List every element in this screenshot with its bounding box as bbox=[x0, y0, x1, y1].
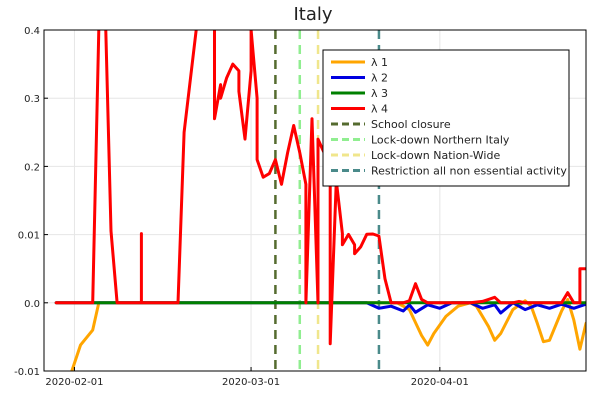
legend: λ 1 λ 2 λ 3 λ 4 School closure Lock-down Nort… bbox=[322, 49, 570, 187]
y-tick-label: 0.0 bbox=[24, 299, 40, 310]
legend-label: λ 4 bbox=[371, 103, 388, 116]
y-tick-label: 0.2 bbox=[24, 162, 40, 173]
x-tick-label: 2020-02-01 bbox=[45, 377, 103, 388]
y-tick-label: 0.3 bbox=[24, 94, 40, 105]
y-tick-label: 0.01 bbox=[18, 231, 40, 242]
chart-title: Italy bbox=[293, 4, 332, 25]
legend-label: λ 3 bbox=[371, 87, 388, 100]
x-tick-label: 2020-03-01 bbox=[222, 377, 280, 388]
legend-label: School closure bbox=[371, 118, 451, 131]
legend-label: Lock-down Nation-Wide bbox=[371, 149, 500, 162]
axis-ticks: -0.01 0.0 0.01 0.2 0.3 0.4 2020-02-01 2020-03-0… bbox=[14, 26, 469, 388]
legend-label: λ 1 bbox=[371, 56, 388, 69]
x-tick-label: 2020-04-01 bbox=[411, 377, 469, 388]
legend-label: Restriction all non essential activity bbox=[371, 165, 567, 178]
y-tick-label: 0.4 bbox=[24, 26, 40, 37]
legend-label: λ 2 bbox=[371, 72, 388, 85]
series-lines bbox=[54, 30, 586, 371]
legend-label: Lock-down Northern Italy bbox=[371, 134, 510, 147]
series-line bbox=[54, 30, 586, 346]
plot-frame bbox=[43, 29, 587, 372]
legend-box bbox=[322, 49, 570, 187]
y-tick-label: -0.01 bbox=[14, 367, 40, 378]
